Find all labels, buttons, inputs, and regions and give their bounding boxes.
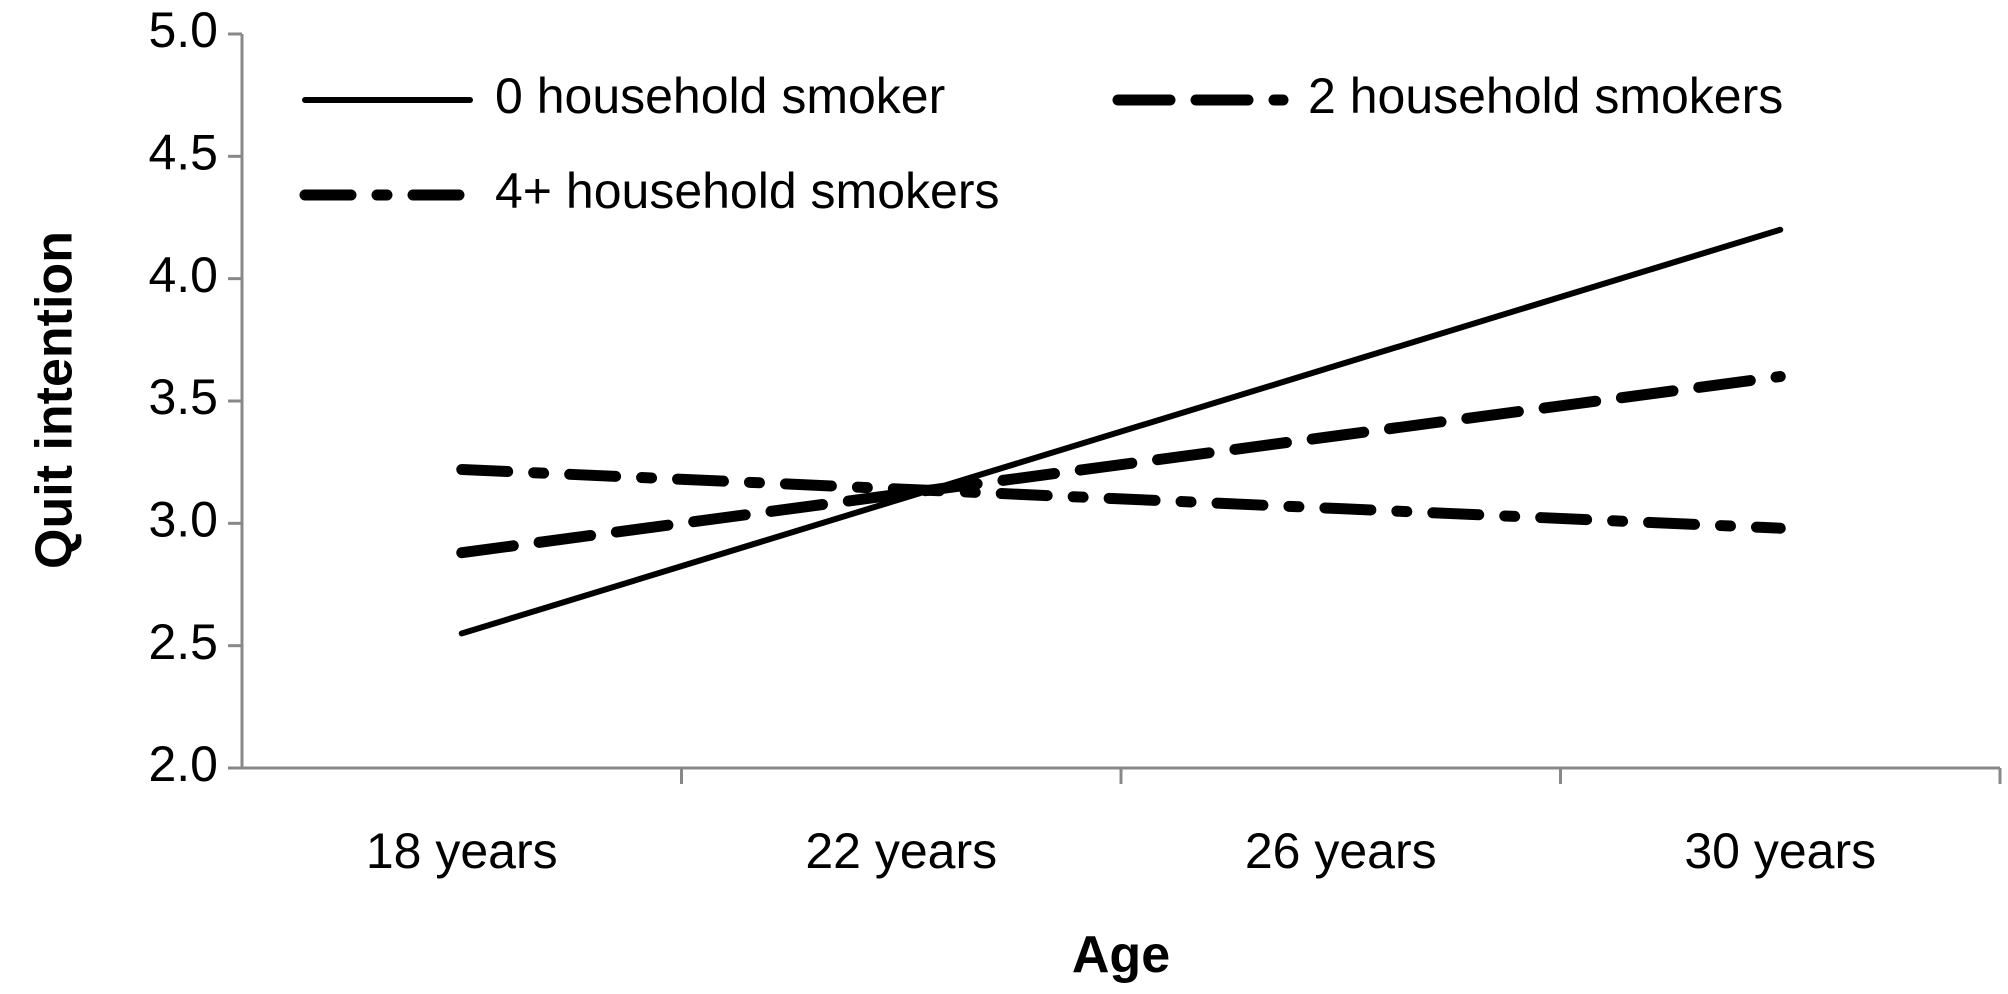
y-tick-label: 5.0 [148, 2, 218, 58]
y-tick-label: 4.0 [148, 247, 218, 303]
x-axis-title: Age [1072, 926, 1170, 984]
y-axis-title: Quit intention [26, 231, 84, 569]
x-ticks: 18 years 22 years 26 years 30 years [366, 768, 2002, 879]
y-tick-label: 4.5 [148, 125, 218, 181]
y-ticks: 2.0 2.5 3.0 3.5 4.0 4.5 5.0 [148, 2, 242, 792]
series-line-3 [456, 464, 1786, 534]
legend: 0 household smoker 2 household smokers 4+ … [299, 68, 1783, 219]
legend-label: 4+ household smokers [495, 163, 999, 219]
x-tick-label: 26 years [1245, 823, 1437, 879]
x-tick-label: 18 years [366, 823, 558, 879]
y-tick-label: 3.5 [148, 369, 218, 425]
y-tick-label: 2.5 [148, 614, 218, 670]
legend-label: 0 household smoker [495, 68, 945, 124]
series-line-2 [456, 371, 1786, 559]
x-tick-label: 30 years [1684, 823, 1876, 879]
x-tick-label: 22 years [805, 823, 997, 879]
legend-label: 2 household smokers [1308, 68, 1783, 124]
chart-axes [240, 34, 2000, 770]
y-tick-label: 2.0 [148, 736, 218, 792]
series-line-1 [458, 226, 1784, 637]
series-lines [456, 226, 1786, 637]
y-tick-label: 3.0 [148, 492, 218, 548]
